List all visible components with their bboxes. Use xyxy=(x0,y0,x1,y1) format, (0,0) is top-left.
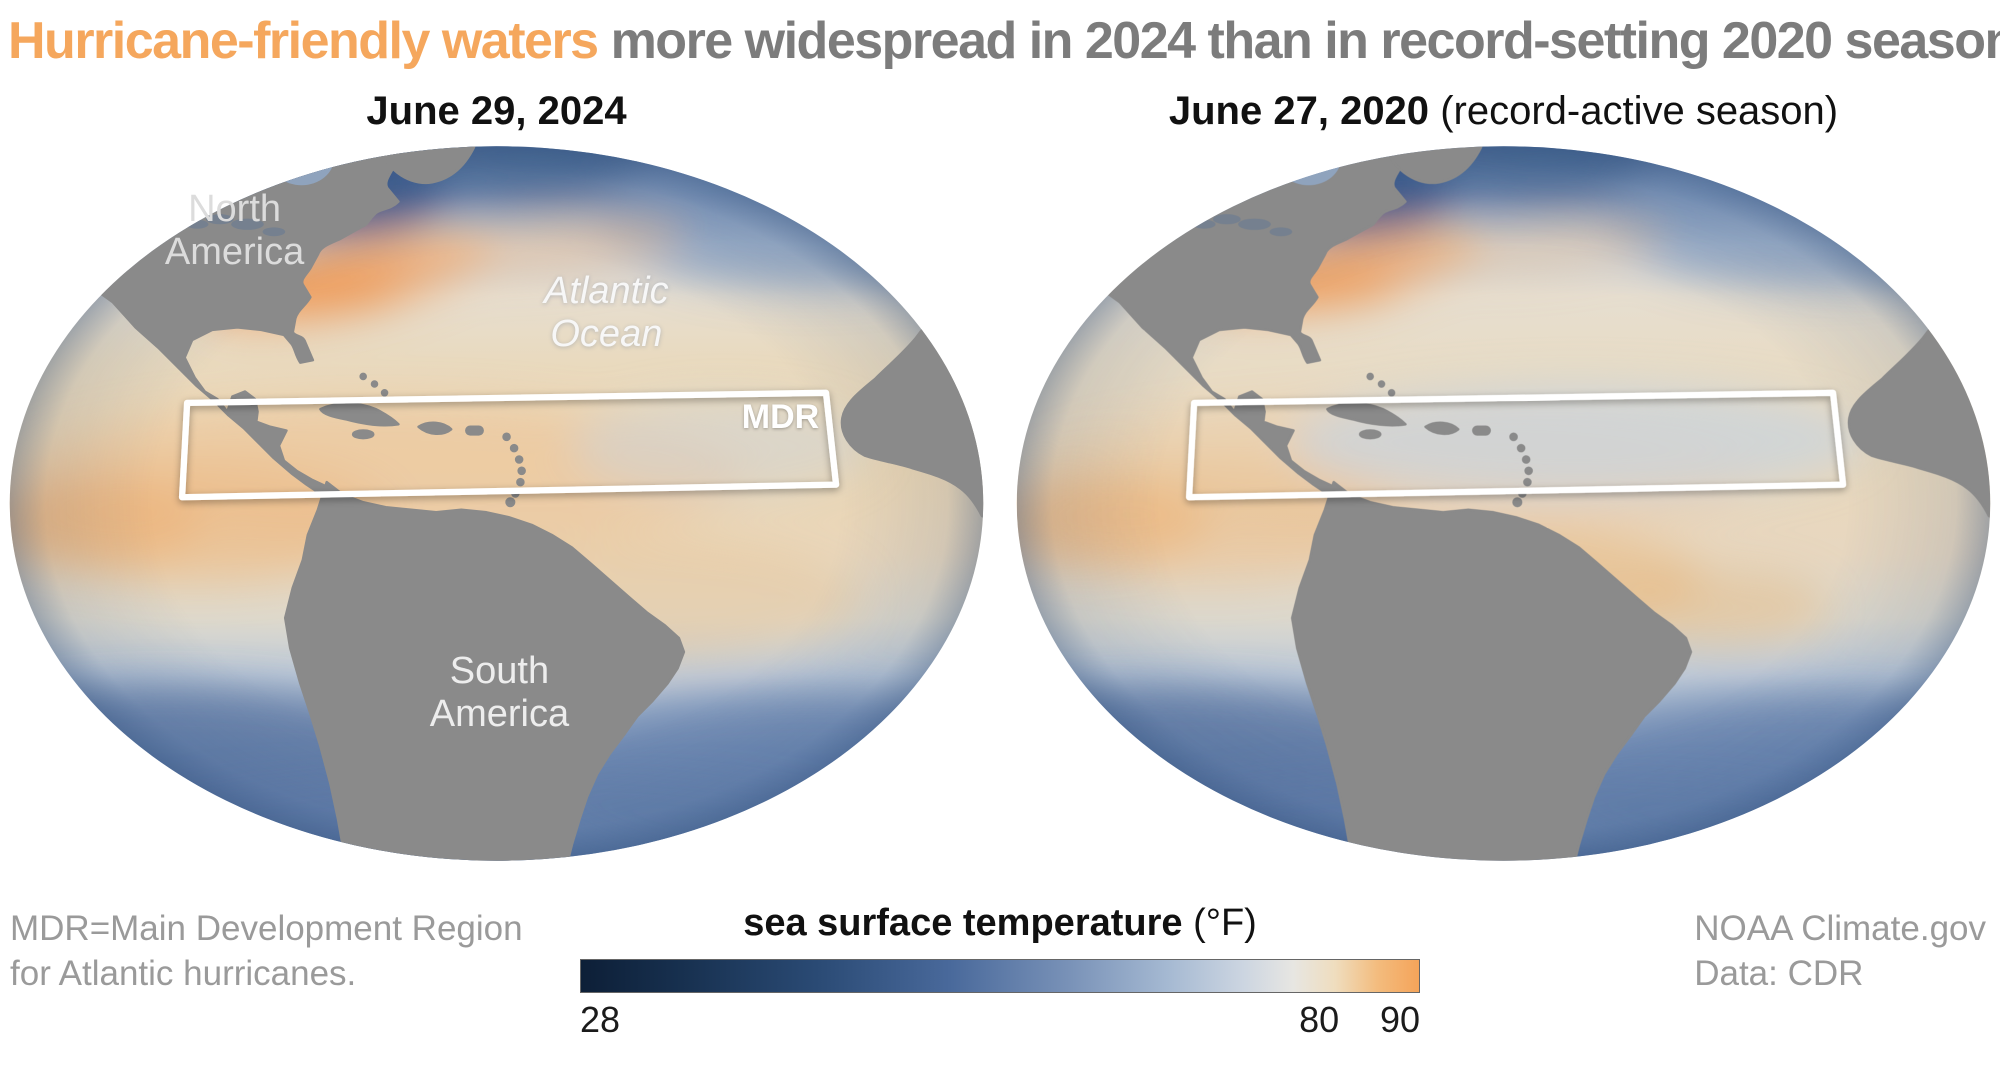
mdr-region-box xyxy=(178,389,840,500)
legend-title: sea surface temperature (°F) xyxy=(580,902,1420,945)
credit-line2: Data: CDR xyxy=(1694,954,1864,994)
globe-map-2024: North America Atlantic Ocean South Ameri… xyxy=(6,145,987,862)
sst-legend: sea surface temperature (°F) 28 80 90 xyxy=(580,876,1420,1045)
map-panel-2020: June 27, 2020 (record-active season) xyxy=(1013,87,1994,862)
hispaniola-island xyxy=(417,421,453,435)
tick-90: 90 xyxy=(1379,998,1420,1040)
tick-80: 80 xyxy=(1299,998,1340,1040)
mdr-footnote-line1: MDR=Main Development Region xyxy=(10,908,523,948)
label-mdr: MDR xyxy=(741,398,820,437)
lesser-antilles-islands xyxy=(502,432,526,507)
globe-map-2020 xyxy=(1013,145,1994,862)
south-america-landmass xyxy=(1290,480,1693,861)
legend-title-text: sea surface temperature xyxy=(743,901,1183,944)
tick-28: 28 xyxy=(580,998,621,1040)
credit-line1: NOAA Climate.gov xyxy=(1694,908,1986,948)
globe-svg-2024 xyxy=(9,145,984,861)
title-rest: more widespread in 2024 than in record-s… xyxy=(610,12,2000,70)
label-south-america: South America xyxy=(429,650,570,735)
jamaica-island xyxy=(1358,428,1382,439)
title-highlight: Hurricane-friendly waters xyxy=(8,12,599,70)
source-credit: NOAA Climate.gov Data: CDR xyxy=(1694,906,1986,997)
map-date-2024: June 29, 2024 xyxy=(366,88,627,133)
map-date-suffix-2020: (record-active season) xyxy=(1440,88,1839,133)
bahamas-islands xyxy=(359,372,389,397)
puerto-rico-island xyxy=(1472,425,1491,436)
mdr-region-box xyxy=(1185,389,1847,500)
map-panel-2024: June 29, 2024 xyxy=(6,87,987,862)
south-america-landmass xyxy=(283,480,686,861)
map-date-2020: June 27, 2020 xyxy=(1168,88,1430,133)
bahamas-islands xyxy=(1366,372,1396,397)
legend-unit: (°F) xyxy=(1193,901,1257,944)
page-title: Hurricane-friendly waters more widesprea… xyxy=(0,0,2000,69)
cuba-island xyxy=(319,401,400,427)
cuba-island xyxy=(1326,401,1407,427)
jamaica-island xyxy=(351,428,375,439)
colorbar xyxy=(580,958,1420,993)
label-north-america: North America xyxy=(164,188,305,273)
hispaniola-island xyxy=(1424,421,1460,435)
mdr-footnote-line2: for Atlantic hurricanes. xyxy=(10,954,357,994)
label-atlantic-ocean: Atlantic Ocean xyxy=(544,270,669,355)
puerto-rico-island xyxy=(465,425,484,436)
footer: MDR=Main Development Region for Atlantic… xyxy=(0,876,2000,1068)
map-heading-2020: June 27, 2020 (record-active season) xyxy=(1013,87,1994,135)
map-heading-2024: June 29, 2024 xyxy=(6,87,987,135)
mdr-footnote: MDR=Main Development Region for Atlantic… xyxy=(10,906,523,997)
colorbar-ticks: 28 80 90 xyxy=(580,999,1420,1045)
globe-svg-2020 xyxy=(1016,145,1991,861)
maps-row: June 29, 2024 xyxy=(0,87,2000,862)
